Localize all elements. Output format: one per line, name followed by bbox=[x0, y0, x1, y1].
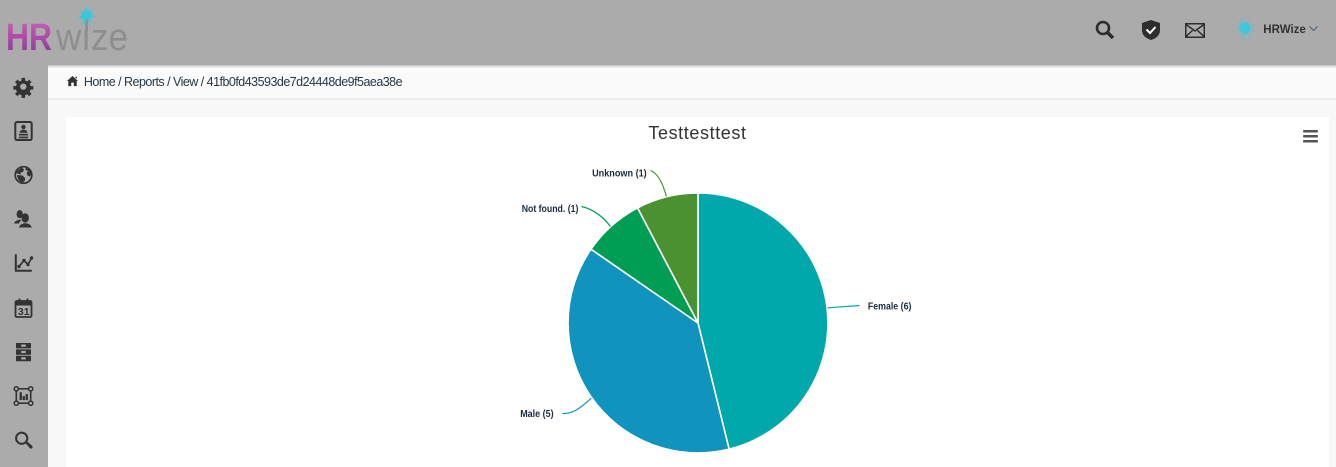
svg-text:31: 31 bbox=[18, 306, 30, 318]
svg-text:wıze: wıze bbox=[55, 17, 128, 59]
svg-text:HR: HR bbox=[6, 17, 52, 59]
